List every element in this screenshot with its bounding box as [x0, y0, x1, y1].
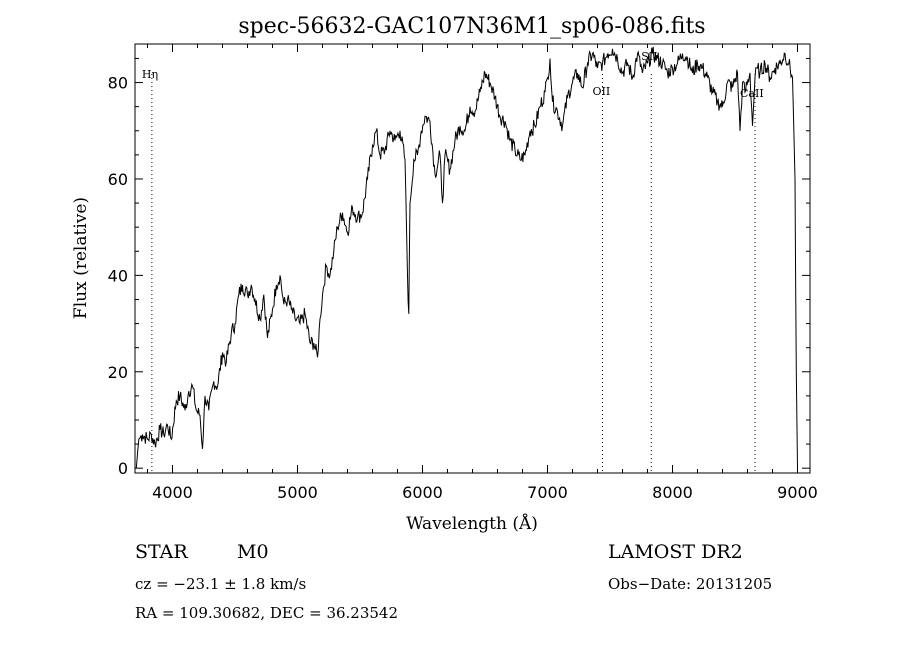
chart-title: spec-56632-GAC107N36M1_sp06-086.fits — [238, 14, 705, 39]
plot-frame — [134, 43, 811, 474]
x-tick-label: 5000 — [277, 483, 318, 502]
x-tick-label: 6000 — [402, 483, 443, 502]
x-tick-label: 8000 — [652, 483, 693, 502]
y-tick-label: 0 — [118, 459, 128, 478]
y-tick-label: 20 — [108, 363, 128, 382]
spectral-line-label: Hη — [142, 68, 158, 81]
y-tick-label: 80 — [108, 74, 128, 93]
y-tick-label: 40 — [108, 266, 128, 285]
redshift-text: cz = −23.1 ± 1.8 km/s — [135, 575, 307, 593]
x-tick-label: 4000 — [152, 483, 193, 502]
x-tick-label: 7000 — [527, 483, 568, 502]
x-tick-label: 9000 — [777, 483, 818, 502]
spectral-line-label: CaII — [740, 87, 764, 100]
survey-name: LAMOST DR2 — [608, 541, 743, 563]
coordinates-text: RA = 109.30682, DEC = 36.23542 — [135, 604, 399, 622]
y-axis-label: Flux (relative) — [71, 197, 91, 319]
obs-date-text: Obs−Date: 20131205 — [608, 575, 773, 593]
x-axis-ticks: 4000 5000 6000 7000 8000 9000 — [147, 44, 818, 502]
spectrum-series-line — [135, 46, 798, 469]
object-class: STAR — [135, 541, 188, 563]
y-axis-ticks: 0 20 40 60 80 — [108, 57, 810, 478]
object-subclass: M0 — [237, 541, 269, 563]
y-tick-label: 60 — [108, 170, 128, 189]
x-axis-label: Wavelength (Å) — [406, 513, 538, 534]
spectral-line-label: OII — [593, 85, 611, 98]
